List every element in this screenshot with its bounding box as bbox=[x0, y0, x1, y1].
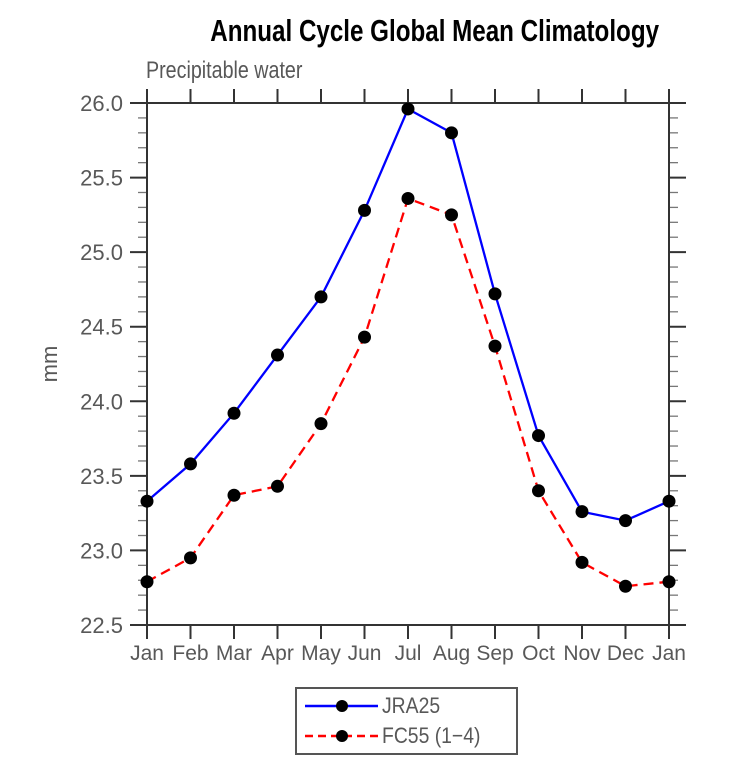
x-tick-label: Oct bbox=[522, 642, 555, 665]
legend-label: FC55 (1−4) bbox=[382, 723, 481, 749]
x-tick-label: Sep bbox=[476, 642, 513, 665]
x-tick-label: Apr bbox=[261, 642, 294, 665]
legend-marker-icon bbox=[336, 699, 348, 712]
series-fc55-1-4- bbox=[140, 191, 676, 593]
x-tick-label: Dec bbox=[607, 642, 644, 665]
y-tick-label: 24.0 bbox=[80, 389, 123, 414]
x-tick-label: Aug bbox=[433, 642, 470, 665]
data-point bbox=[314, 290, 328, 304]
x-tick-label: Jan bbox=[652, 642, 686, 665]
y-axis: 22.5 23.0 23.5 24.0 24.5 25.0 25.5 26.0 bbox=[80, 91, 686, 638]
y-tick-label: 25.5 bbox=[80, 166, 123, 191]
x-tick-label: Nov bbox=[563, 642, 601, 665]
legend-item-jra25: JRA25 bbox=[302, 692, 516, 720]
data-point bbox=[401, 102, 415, 116]
data-point bbox=[227, 406, 241, 420]
chart-subtitle: Precipitable water bbox=[146, 57, 303, 84]
data-point bbox=[575, 555, 589, 569]
data-point bbox=[532, 429, 545, 443]
data-point bbox=[140, 494, 154, 508]
data-point bbox=[619, 514, 632, 528]
y-tick-label: 25.0 bbox=[80, 240, 123, 265]
legend-line-sample bbox=[305, 699, 378, 712]
data-point bbox=[358, 203, 371, 217]
y-tick-label: 26.0 bbox=[80, 91, 123, 116]
data-point bbox=[358, 330, 371, 344]
data-point bbox=[184, 551, 197, 565]
y-tick-label: 23.0 bbox=[80, 538, 123, 563]
legend-line-sample bbox=[305, 730, 378, 743]
series-jra25 bbox=[140, 102, 676, 528]
data-point bbox=[445, 126, 458, 140]
legend-label: JRA25 bbox=[382, 692, 441, 718]
x-tick-label: Jul bbox=[395, 642, 422, 665]
data-point bbox=[271, 348, 284, 362]
data-point bbox=[662, 575, 676, 589]
legend: JRA25 FC55 (1−4) bbox=[295, 687, 518, 755]
x-axis: Jan Feb Mar Apr May Jun Jul Aug Sep Oct Nov Dec Jan bbox=[130, 89, 686, 665]
legend-marker-icon bbox=[336, 730, 348, 743]
data-point bbox=[619, 579, 632, 593]
data-point bbox=[271, 479, 284, 493]
data-point bbox=[184, 457, 197, 471]
y-tick-label: 23.5 bbox=[80, 464, 123, 489]
data-point bbox=[445, 208, 458, 222]
y-tick-label: 24.5 bbox=[80, 315, 123, 340]
y-tick-label: 22.5 bbox=[80, 613, 123, 638]
data-point bbox=[140, 575, 154, 589]
data-point bbox=[575, 505, 589, 519]
x-tick-label: Jan bbox=[130, 642, 164, 665]
data-point bbox=[488, 339, 502, 353]
data-point bbox=[314, 417, 328, 431]
plot-frame bbox=[146, 102, 670, 626]
chart-title-wrap: Annual Cycle Global Mean Climatology bbox=[147, 13, 669, 49]
data-point bbox=[401, 191, 415, 205]
legend-item-fc55: FC55 (1−4) bbox=[302, 722, 516, 750]
x-tick-label: Mar bbox=[216, 642, 252, 665]
x-tick-label: Jun bbox=[348, 642, 382, 665]
x-tick-label: May bbox=[301, 642, 341, 665]
x-tick-label: Feb bbox=[172, 642, 208, 665]
data-point bbox=[662, 494, 676, 508]
data-point bbox=[532, 484, 545, 498]
data-point bbox=[227, 488, 241, 502]
data-point bbox=[488, 287, 502, 301]
chart-title: Annual Cycle Global Mean Climatology bbox=[210, 13, 660, 48]
